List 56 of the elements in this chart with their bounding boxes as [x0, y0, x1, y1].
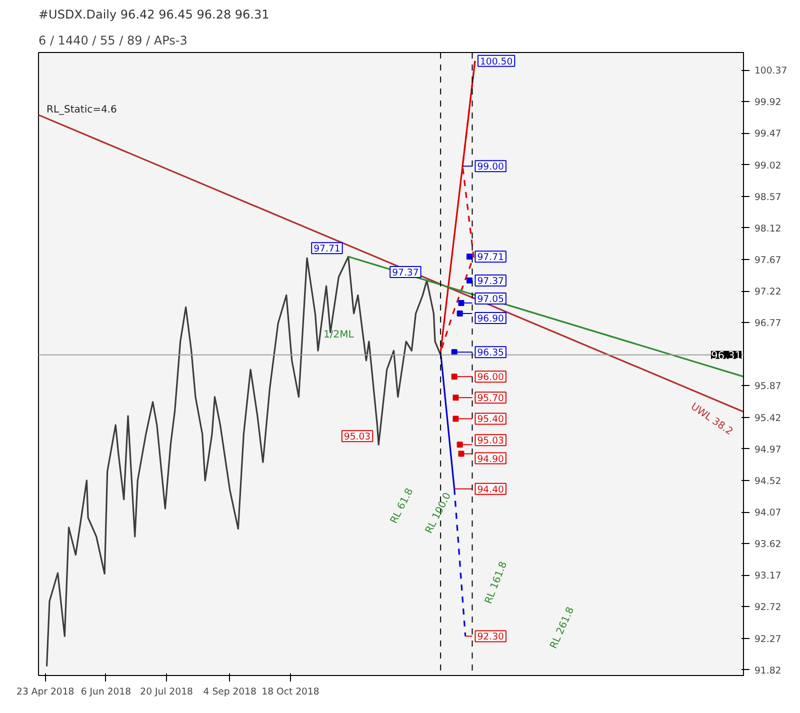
- point: [458, 300, 464, 306]
- point: [451, 374, 458, 380]
- annotation: 100.50: [480, 56, 513, 68]
- y-tick-label: 94.07: [754, 508, 782, 519]
- chart-subtitle: 6 / 1440 / 55 / 89 / APs-3: [38, 34, 188, 48]
- annotation: 94.90: [477, 454, 504, 465]
- annotation: 95.40: [477, 414, 504, 426]
- annotation: 95.70: [477, 393, 504, 404]
- y-tick-label: 97.22: [754, 286, 782, 298]
- y-tick-label: 98.12: [754, 223, 782, 234]
- point: [452, 394, 459, 401]
- annotation: 96.35: [477, 348, 504, 359]
- annotation: 97.05: [477, 294, 504, 305]
- point: [456, 310, 463, 316]
- y-tick-label: 92.27: [754, 634, 782, 645]
- y-tick-label: 98.57: [754, 192, 782, 203]
- annotation: RL 261.8: [548, 606, 577, 650]
- y-tick-label: 93.17: [754, 570, 782, 582]
- annotation: 97.37: [392, 268, 419, 279]
- y-tick-label: 100.37: [754, 66, 788, 77]
- y-tick-label: 93.62: [754, 539, 782, 550]
- annotation: 97.71: [314, 244, 340, 255]
- y-tick-label: 96.77: [754, 318, 782, 330]
- annotation: 96.90: [477, 313, 504, 324]
- x-tick-label: 4 Sep 2018: [203, 686, 257, 698]
- annotation: 1/2ML: [324, 330, 354, 340]
- annotation: 92.30: [477, 632, 504, 643]
- annotation: RL_Static=4.6: [46, 104, 117, 116]
- chart-title: #USDX.Daily 96.42 96.45 96.28 96.31: [38, 8, 270, 22]
- point: [456, 442, 463, 448]
- annotation: 94.40: [477, 484, 504, 496]
- x-tick-label: 20 Jul 2018: [140, 686, 194, 698]
- annotation: 97.37: [477, 276, 504, 288]
- y-tick-label: 94.97: [754, 444, 782, 456]
- annotation: 95.03: [477, 436, 504, 447]
- y-tick-label: 92.72: [754, 602, 782, 614]
- annotation: 96.00: [477, 372, 504, 384]
- y-tick-label: 99.47: [754, 128, 782, 140]
- annotation: 95.03: [344, 432, 371, 443]
- point: [458, 450, 464, 457]
- annotation: 97.71: [477, 252, 504, 264]
- annotation: RL 161.8: [483, 560, 510, 606]
- annotation: 99.00: [477, 162, 504, 173]
- y-tick-label: 99.92: [754, 97, 782, 108]
- y-tick-label: 91.82: [754, 665, 782, 676]
- y-tick-label: 94.52: [754, 476, 782, 487]
- annotation: RL 61.8: [388, 486, 416, 526]
- x-tick-label: 18 Oct 2018: [262, 686, 320, 698]
- ref-line-label: 96.31: [710, 348, 742, 362]
- y-tick-label: 99.02: [754, 160, 782, 172]
- y-tick-label: 95.87: [754, 381, 782, 392]
- point: [452, 416, 459, 422]
- x-tick-label: 23 Apr 2018: [16, 686, 74, 698]
- y-tick-label: 97.67: [754, 254, 782, 266]
- x-tick-label: 6 Jun 2018: [80, 686, 132, 698]
- y-tick-label: 95.42: [754, 412, 782, 424]
